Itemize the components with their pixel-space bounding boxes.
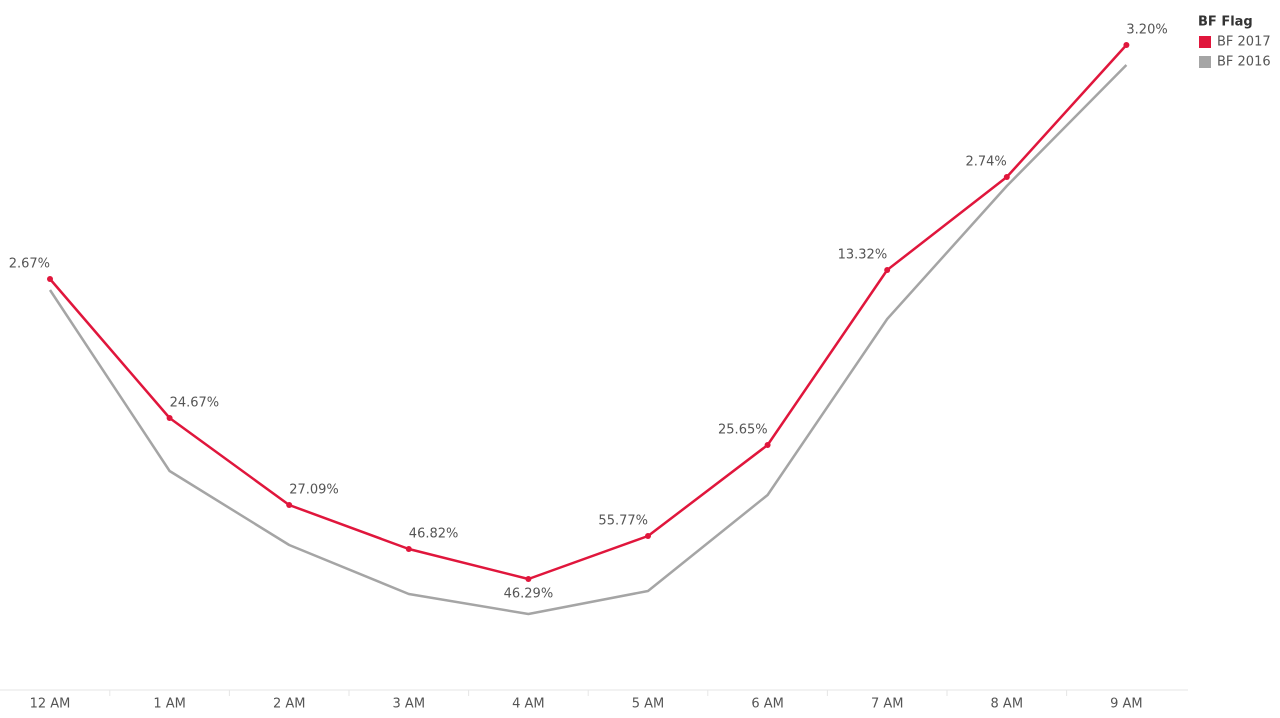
x-tick-label: 6 AM xyxy=(751,697,784,712)
point xyxy=(764,442,771,448)
x-tick-label: 12 AM xyxy=(30,697,71,712)
data-label: 55.77% xyxy=(598,514,648,529)
legend-swatch xyxy=(1199,56,1211,68)
point xyxy=(525,576,532,582)
data-label: 13.32% xyxy=(838,248,888,263)
point xyxy=(286,502,293,508)
data-label: 46.29% xyxy=(504,587,554,602)
x-tick-label: 5 AM xyxy=(632,697,665,712)
series-line xyxy=(49,44,1128,581)
point xyxy=(405,546,412,552)
point xyxy=(166,415,173,421)
point xyxy=(47,276,53,282)
data-label: 3.20% xyxy=(1126,23,1167,38)
data-label: 2.67% xyxy=(9,257,50,272)
data-label: 46.82% xyxy=(409,527,459,542)
legend-title: BF Flag xyxy=(1198,15,1253,30)
x-tick-label: 1 AM xyxy=(153,697,186,712)
data-label: 27.09% xyxy=(289,483,339,498)
x-tick-label: 4 AM xyxy=(512,697,545,712)
x-tick-label: 9 AM xyxy=(1110,697,1143,712)
data-label: 25.65% xyxy=(718,423,768,438)
point xyxy=(884,267,891,273)
point xyxy=(645,533,651,539)
legend-label: BF 2016 xyxy=(1217,55,1271,70)
legend-label: BF 2017 xyxy=(1217,35,1271,50)
data-label: 24.67% xyxy=(170,396,220,411)
point xyxy=(1003,174,1010,180)
x-tick-label: 2 AM xyxy=(273,697,306,712)
x-tick-label: 7 AM xyxy=(871,697,904,712)
x-tick-label: 8 AM xyxy=(991,697,1024,712)
legend-swatch xyxy=(1199,36,1211,48)
x-tick-label: 3 AM xyxy=(393,697,426,712)
series-line xyxy=(48,64,1128,616)
point xyxy=(1123,42,1130,48)
data-label: 2.74% xyxy=(965,155,1006,170)
